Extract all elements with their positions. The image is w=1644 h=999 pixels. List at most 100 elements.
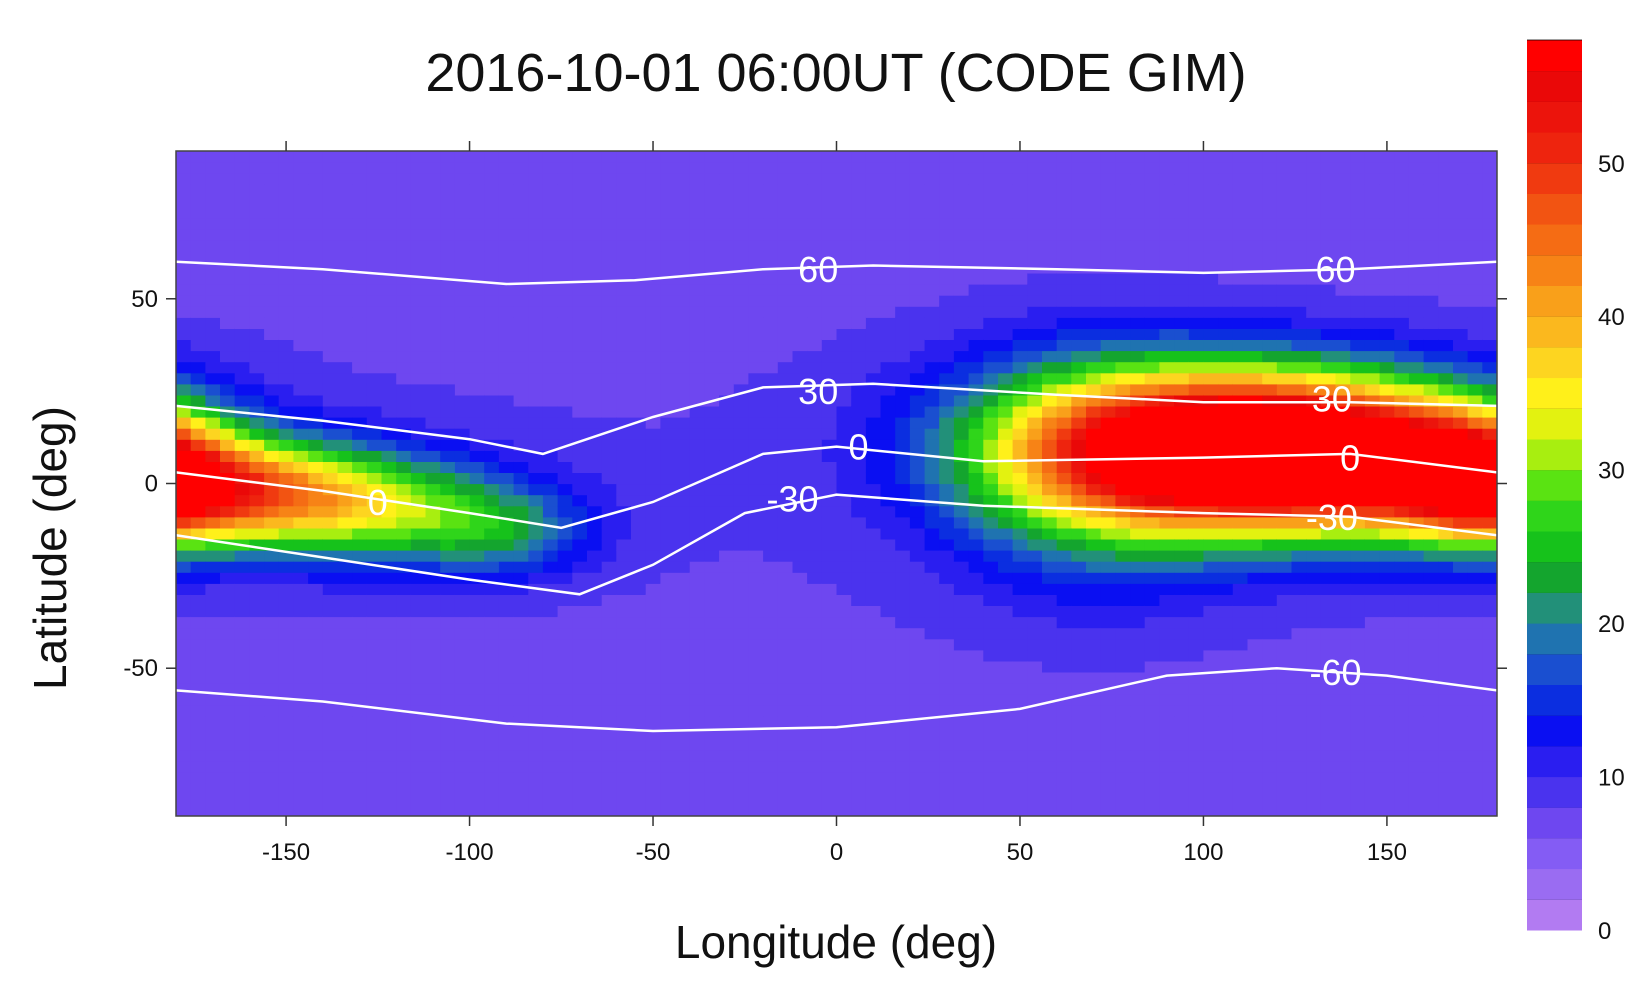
heatmap-cell	[264, 250, 280, 263]
heatmap-cell	[513, 151, 529, 163]
heatmap-cell	[909, 705, 926, 717]
heatmap-cell	[366, 272, 383, 285]
heatmap-cell	[513, 660, 529, 673]
heatmap-cell	[1335, 195, 1351, 207]
heatmap-cell	[249, 694, 265, 706]
heatmap-cell	[998, 339, 1014, 352]
heatmap-cell	[190, 538, 206, 551]
heatmap-cell	[763, 417, 779, 429]
heatmap-cell	[205, 405, 221, 418]
heatmap-cell	[792, 760, 808, 773]
heatmap-cell	[675, 505, 691, 518]
heatmap-cell	[1394, 760, 1410, 773]
heatmap-cell	[895, 605, 911, 618]
heatmap-cell	[909, 217, 926, 230]
heatmap-cell	[909, 527, 926, 540]
heatmap-cell	[748, 439, 764, 451]
heatmap-cell	[557, 372, 573, 385]
heatmap-cell	[1364, 683, 1381, 695]
heatmap-cell	[542, 306, 559, 318]
heatmap-cell	[924, 284, 940, 296]
heatmap-cell	[220, 383, 236, 396]
heatmap-cell	[880, 339, 896, 352]
heatmap-cell	[1262, 771, 1278, 784]
heatmap-cell	[909, 417, 926, 429]
heatmap-cell	[498, 295, 515, 307]
heatmap-cell	[410, 272, 427, 285]
heatmap-cell	[880, 195, 896, 207]
heatmap-cell	[939, 206, 955, 219]
heatmap-cell	[190, 306, 206, 318]
heatmap-cell	[1071, 450, 1087, 462]
heatmap-cell	[381, 749, 397, 762]
heatmap-cell	[733, 716, 750, 728]
heatmap-cell	[1320, 317, 1337, 329]
heatmap-cell	[968, 616, 984, 629]
heatmap-cell	[1042, 173, 1058, 185]
heatmap-cell	[631, 727, 647, 739]
heatmap-cell	[176, 505, 192, 518]
heatmap-cell	[1203, 572, 1219, 584]
heatmap-cell	[381, 804, 397, 816]
heatmap-cell	[1276, 306, 1293, 318]
heatmap-cell	[792, 483, 808, 496]
heatmap-cell	[1262, 228, 1278, 241]
heatmap-cell	[1100, 738, 1116, 751]
heatmap-cell	[440, 450, 456, 462]
heatmap-cell	[557, 394, 573, 407]
heatmap-cell	[469, 461, 485, 473]
heatmap-cell	[587, 295, 603, 307]
heatmap-cell	[983, 538, 999, 551]
heatmap-cell	[1071, 439, 1087, 451]
heatmap-cell	[337, 572, 353, 584]
heatmap-cell	[1291, 217, 1307, 230]
heatmap-cell	[381, 638, 397, 651]
heatmap-cell	[293, 638, 309, 651]
heatmap-cell	[704, 550, 720, 562]
heatmap-cell	[587, 361, 603, 374]
heatmap-cell	[220, 782, 236, 795]
heatmap-cell	[425, 605, 441, 618]
heatmap-cell	[865, 250, 882, 263]
heatmap-cell	[1364, 660, 1381, 673]
heatmap-cell	[440, 372, 456, 385]
heatmap-cell	[190, 162, 206, 174]
heatmap-cell	[880, 405, 896, 418]
heatmap-cell	[1262, 716, 1278, 728]
heatmap-cell	[572, 261, 588, 274]
heatmap-cell	[645, 660, 661, 673]
heatmap-cell	[425, 206, 441, 219]
heatmap-cell	[1218, 605, 1234, 618]
heatmap-cell	[1232, 250, 1249, 263]
heatmap-cell	[1115, 184, 1131, 196]
heatmap-cell	[865, 350, 882, 363]
heatmap-cell	[410, 561, 427, 573]
heatmap-cell	[513, 782, 529, 795]
heatmap-cell	[498, 583, 515, 595]
heatmap-cell	[616, 483, 632, 496]
heatmap-cell	[616, 228, 632, 241]
heatmap-cell	[410, 627, 427, 640]
heatmap-cell	[939, 516, 955, 529]
heatmap-cell	[220, 594, 236, 606]
heatmap-cell	[998, 284, 1014, 296]
heatmap-cell	[777, 771, 794, 784]
heatmap-cell	[352, 394, 368, 407]
heatmap-cell	[352, 550, 368, 562]
heatmap-cell	[264, 550, 280, 562]
heatmap-cell	[689, 228, 705, 241]
heatmap-cell	[631, 439, 647, 451]
heatmap-cell	[513, 295, 529, 307]
heatmap-cell	[909, 572, 926, 584]
heatmap-cell	[1247, 350, 1263, 363]
heatmap-cell	[1335, 782, 1351, 795]
heatmap-cell	[733, 594, 750, 606]
heatmap-cell	[1100, 405, 1116, 418]
heatmap-cell	[1232, 228, 1249, 241]
heatmap-cell	[469, 683, 485, 695]
heatmap-cell	[1027, 350, 1043, 363]
heatmap-cell	[777, 228, 794, 241]
heatmap-cell	[308, 306, 324, 318]
heatmap-cell	[939, 594, 955, 606]
heatmap-cell	[1159, 483, 1175, 496]
